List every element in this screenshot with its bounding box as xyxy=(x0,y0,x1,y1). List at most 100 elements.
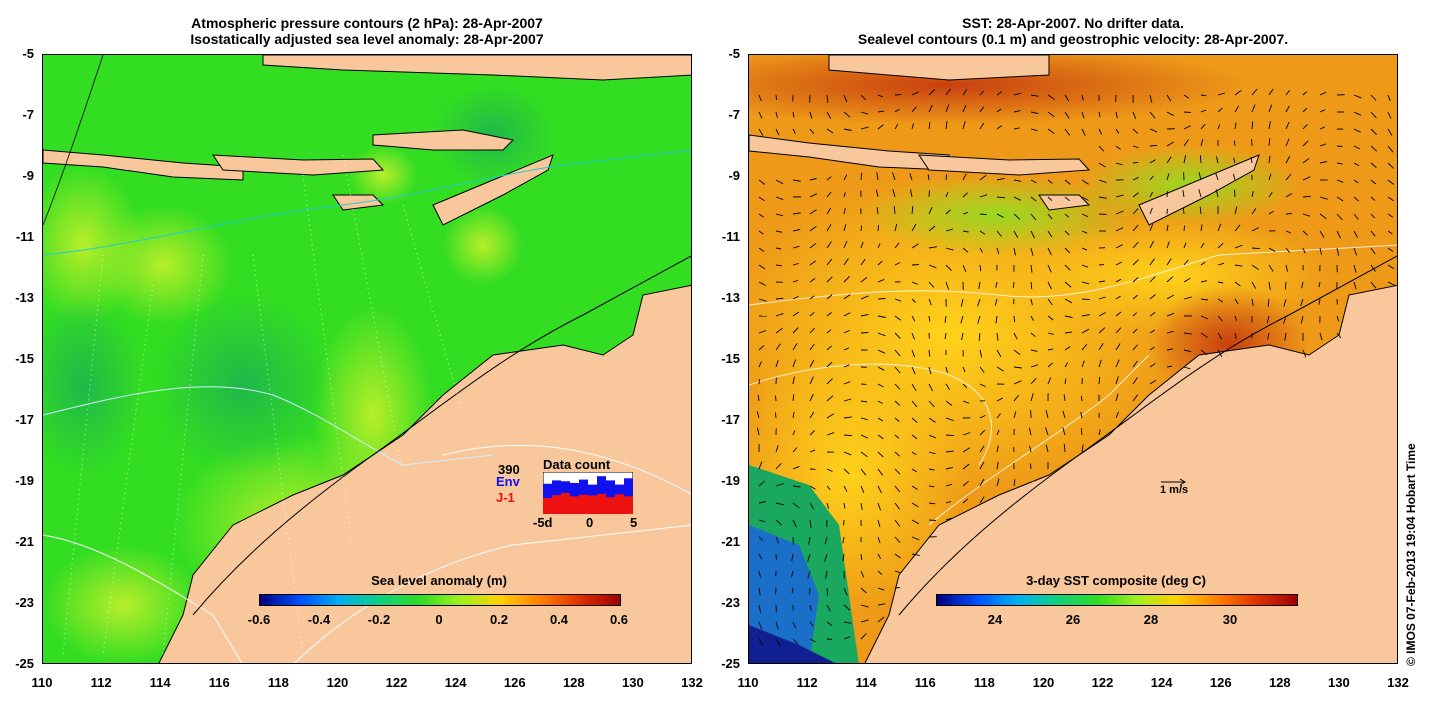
velocity-arrow xyxy=(909,173,913,181)
velocity-arrow xyxy=(945,434,955,437)
velocity-arrow xyxy=(792,279,799,283)
velocity-arrow xyxy=(1234,189,1236,198)
velocity-arrow xyxy=(758,298,767,302)
velocity-arrow xyxy=(877,434,884,440)
velocity-arrow xyxy=(758,281,767,286)
velocity-arrow xyxy=(826,176,832,181)
velocity-arrow xyxy=(1064,179,1071,185)
velocity-arrow xyxy=(758,94,762,102)
left-land-timor xyxy=(432,154,554,226)
velocity-arrow xyxy=(1098,327,1106,334)
velocity-arrow xyxy=(1268,88,1274,96)
velocity-arrow xyxy=(792,262,799,266)
velocity-arrow xyxy=(996,196,1005,199)
velocity-arrow xyxy=(1030,128,1038,132)
velocity-arrow xyxy=(911,468,918,473)
velocity-arrow xyxy=(911,106,917,113)
velocity-arrow xyxy=(1183,225,1185,232)
velocity-arrow xyxy=(1370,281,1377,289)
velocity-arrow xyxy=(792,327,799,334)
velocity-arrow xyxy=(1302,195,1311,198)
velocity-arrow xyxy=(1353,145,1361,150)
velocity-arrow xyxy=(809,485,816,490)
velocity-arrow xyxy=(824,553,828,562)
right-land-nusa-tenggara xyxy=(918,154,1091,176)
velocity-arrow xyxy=(809,604,812,611)
velocity-arrow xyxy=(1081,247,1088,251)
velocity-arrow xyxy=(1302,349,1307,358)
left-colorbar-label: Sea level anomaly (m) xyxy=(371,573,507,588)
velocity-arrow xyxy=(1013,92,1022,96)
velocity-arrow xyxy=(1013,479,1016,487)
velocity-arrow xyxy=(1030,213,1037,221)
right-y-tick: -25 xyxy=(721,656,740,671)
left-cbar-tick-0: -0.6 xyxy=(247,612,271,627)
velocity-arrow xyxy=(894,502,901,510)
velocity-arrow xyxy=(826,502,830,509)
velocity-arrow xyxy=(809,502,815,510)
right-x-tick: 132 xyxy=(1387,675,1409,690)
velocity-arrow xyxy=(775,179,784,185)
velocity-arrow xyxy=(894,262,901,266)
velocity-arrow xyxy=(1232,173,1236,181)
velocity-arrow xyxy=(758,536,764,541)
inset-j1-bar xyxy=(570,496,579,514)
velocity-arrow xyxy=(996,429,1000,436)
velocity-arrow xyxy=(1283,315,1287,324)
velocity-arrow xyxy=(792,465,800,470)
velocity-arrow xyxy=(1268,264,1274,272)
velocity-arrow xyxy=(1353,247,1358,256)
velocity-arrow xyxy=(809,393,814,402)
velocity-arrow xyxy=(1183,139,1189,147)
velocity-arrow xyxy=(877,468,884,476)
velocity-arrow xyxy=(1115,194,1124,198)
right-x-tick: 114 xyxy=(855,675,877,690)
velocity-arrow xyxy=(1166,94,1172,102)
velocity-arrow xyxy=(843,451,852,456)
left-x-tick: 132 xyxy=(681,675,703,690)
velocity-arrow xyxy=(945,466,954,470)
velocity-arrow xyxy=(962,247,969,253)
velocity-arrow xyxy=(775,536,780,544)
velocity-arrow xyxy=(1045,410,1049,419)
velocity-arrow xyxy=(791,553,794,562)
velocity-arrow xyxy=(1370,179,1377,185)
velocity-arrow xyxy=(1062,410,1066,419)
velocity-arrow xyxy=(962,366,966,373)
velocity-arrow xyxy=(894,242,900,249)
velocity-arrow xyxy=(843,398,852,402)
velocity-arrow xyxy=(1370,196,1376,201)
velocity-arrow xyxy=(1302,91,1308,96)
velocity-arrow xyxy=(1149,144,1158,147)
velocity-arrow xyxy=(1353,94,1362,99)
velocity-arrow xyxy=(945,121,948,130)
velocity-arrow xyxy=(809,519,812,528)
left-x-tick: 116 xyxy=(208,675,230,690)
velocity-arrow xyxy=(877,536,881,544)
velocity-arrow xyxy=(979,106,985,113)
left-x-tick: 124 xyxy=(444,675,467,690)
velocity-arrow xyxy=(1132,111,1137,120)
left-colorbar xyxy=(259,594,621,606)
velocity-arrow xyxy=(843,312,851,317)
velocity-arrow xyxy=(826,128,834,134)
velocity-arrow xyxy=(758,604,762,613)
velocity-arrow xyxy=(1285,138,1290,147)
velocity-arrow xyxy=(809,178,817,181)
velocity-arrow xyxy=(1063,443,1066,453)
velocity-arrow xyxy=(892,189,896,198)
velocity-arrow xyxy=(1013,213,1021,220)
velocity-arrow xyxy=(877,603,886,606)
inset-j1-bar xyxy=(579,494,588,514)
velocity-arrow xyxy=(996,413,1001,419)
velocity-arrow xyxy=(1115,295,1121,300)
inset-count: 390 xyxy=(498,462,520,477)
velocity-arrow xyxy=(1234,264,1243,267)
left-x-tick: 110 xyxy=(31,675,53,690)
velocity-arrow xyxy=(775,553,777,560)
velocity-arrow xyxy=(928,264,937,269)
velocity-arrow xyxy=(1302,176,1311,181)
velocity-arrow xyxy=(1234,90,1242,96)
velocity-arrow xyxy=(1217,332,1223,340)
velocity-arrow xyxy=(1336,162,1343,165)
